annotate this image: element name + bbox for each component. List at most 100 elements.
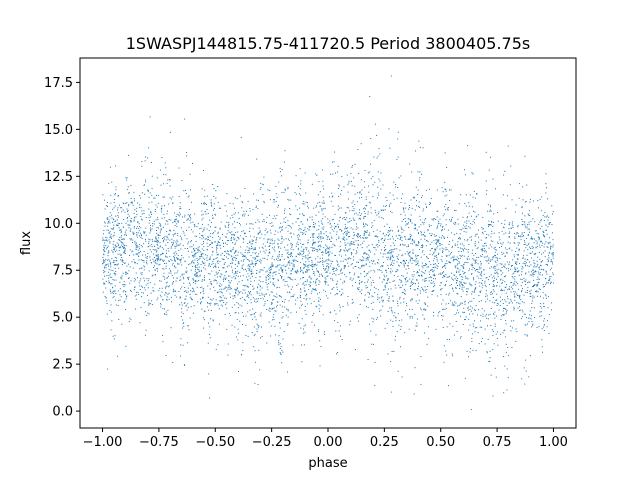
data-point — [307, 228, 309, 230]
data-point — [179, 206, 181, 208]
data-point — [531, 238, 533, 240]
data-point — [115, 299, 117, 301]
data-point — [326, 245, 328, 247]
data-point — [109, 231, 111, 233]
data-point — [367, 213, 369, 215]
data-point — [148, 202, 150, 204]
data-point — [282, 271, 284, 273]
data-point — [462, 227, 464, 229]
data-point — [523, 302, 525, 304]
data-point — [325, 283, 327, 285]
data-point — [178, 215, 180, 217]
data-point — [390, 249, 392, 251]
data-point — [402, 207, 404, 209]
data-point — [290, 273, 292, 275]
data-point — [233, 234, 235, 236]
data-point — [497, 344, 499, 346]
data-point — [397, 238, 399, 240]
data-point — [259, 314, 261, 316]
data-point — [443, 271, 445, 273]
data-point — [248, 259, 250, 261]
data-point — [300, 267, 302, 269]
data-point — [302, 272, 304, 274]
data-point — [290, 243, 292, 245]
data-point — [486, 233, 488, 235]
data-point — [141, 291, 143, 293]
data-point — [413, 393, 415, 395]
data-point — [379, 301, 381, 303]
data-point — [534, 254, 536, 256]
data-point — [389, 204, 391, 206]
data-point — [116, 209, 118, 211]
data-point — [349, 320, 351, 322]
data-point — [166, 313, 168, 315]
data-point — [224, 286, 226, 288]
data-point — [102, 278, 104, 280]
data-point — [543, 246, 545, 248]
data-point — [193, 262, 195, 264]
data-point — [159, 223, 161, 225]
data-point — [380, 270, 382, 272]
data-point — [212, 319, 214, 321]
data-point — [147, 287, 149, 289]
data-point — [507, 241, 509, 243]
data-point — [272, 278, 274, 280]
data-point — [315, 280, 317, 282]
data-point — [481, 255, 483, 257]
data-point — [436, 241, 438, 243]
data-point — [425, 280, 427, 282]
data-point — [180, 316, 182, 318]
data-point — [225, 251, 227, 253]
data-point — [305, 293, 307, 295]
data-point — [310, 303, 312, 305]
data-point — [521, 271, 523, 273]
data-point — [518, 296, 520, 298]
data-point — [410, 199, 412, 201]
data-point — [133, 254, 135, 256]
data-point — [125, 345, 127, 347]
data-point — [369, 202, 371, 204]
data-point — [204, 264, 206, 266]
data-point — [168, 179, 170, 181]
data-point — [292, 265, 294, 267]
data-point — [165, 220, 167, 222]
data-point — [183, 190, 185, 192]
data-point — [361, 189, 363, 191]
data-point — [535, 284, 537, 286]
data-point — [144, 254, 146, 256]
data-point — [134, 262, 136, 264]
data-point — [354, 219, 356, 221]
data-point — [155, 219, 157, 221]
data-point — [302, 223, 304, 225]
data-point — [482, 228, 484, 230]
data-point — [177, 233, 179, 235]
data-point — [179, 276, 181, 278]
data-point — [102, 259, 104, 261]
data-point — [525, 370, 527, 372]
data-point — [138, 206, 140, 208]
data-point — [366, 256, 368, 258]
data-point — [118, 227, 120, 229]
data-point — [269, 281, 271, 283]
data-point — [249, 293, 251, 295]
data-point — [110, 311, 112, 313]
data-point — [311, 290, 313, 292]
data-point — [187, 241, 189, 243]
data-point — [292, 263, 294, 265]
data-point — [207, 285, 209, 287]
data-point — [119, 288, 121, 290]
data-point — [440, 282, 442, 284]
data-point — [537, 291, 539, 293]
data-point — [119, 281, 121, 283]
data-point — [136, 232, 138, 234]
data-point — [482, 231, 484, 233]
data-point — [469, 282, 471, 284]
data-point — [323, 233, 325, 235]
data-point — [257, 208, 259, 210]
data-point — [305, 295, 307, 297]
data-point — [542, 242, 544, 244]
data-point — [551, 224, 553, 226]
data-point — [369, 171, 371, 173]
data-point — [326, 263, 328, 265]
data-point — [421, 195, 423, 197]
